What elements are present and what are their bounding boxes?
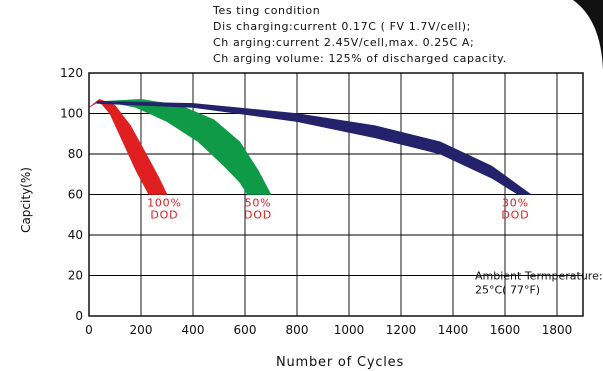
- testing-condition-line-3: Ch arging volume: 125% of discharged cap…: [213, 52, 507, 65]
- x-tick-label: 600: [234, 323, 257, 337]
- series-label-1: 50%: [245, 197, 272, 210]
- series-band-0: [88, 99, 168, 195]
- series-label-0: 100%: [147, 197, 182, 210]
- plot-frame: [88, 72, 584, 317]
- x-tick-label: 1800: [542, 323, 573, 337]
- y-tick-label: 60: [68, 188, 83, 202]
- y-tick-label: 100: [60, 107, 83, 121]
- series-label-2: 30%: [502, 197, 529, 210]
- x-tick-label: 1600: [490, 323, 521, 337]
- y-axis-title: Capcity(%): [19, 167, 33, 233]
- x-tick-label: 400: [182, 323, 205, 337]
- x-tick-label: 1400: [438, 323, 469, 337]
- series-label-1: DOD: [244, 209, 272, 222]
- testing-condition-heading: Tes ting condition: [213, 4, 321, 17]
- annotation-line: Ambient Termperature:: [475, 270, 603, 283]
- x-axis-title: Number of Cycles: [276, 355, 404, 370]
- x-tick-labels: 0 200 400 600 800 1000 1200 1400 1600 1800: [85, 323, 572, 337]
- y-tick-label: 20: [68, 269, 83, 283]
- y-tick-label: 40: [68, 228, 83, 242]
- series-label-2: DOD: [501, 209, 529, 222]
- x-tick-label: 1200: [386, 323, 417, 337]
- y-tick-labels: 0 20 40 60 80 100 120: [60, 66, 83, 323]
- x-tick-label: 800: [286, 323, 309, 337]
- ambient-temperature-note: Ambient Termperature:25°C( 77°F): [475, 270, 603, 297]
- y-tick-label: 120: [60, 66, 83, 80]
- corner-decoration: [573, 0, 603, 70]
- annotation-line: 25°C( 77°F): [475, 284, 540, 297]
- testing-condition-line-1: Dis charging:current 0.17C ( FV 1.7V/cel…: [213, 20, 471, 33]
- testing-condition-line-2: Ch arging:current 2.45V/cell,max. 0.25C …: [213, 36, 475, 49]
- x-tick-label: 200: [130, 323, 153, 337]
- series-group: [88, 99, 532, 195]
- x-tick-label: 1000: [334, 323, 365, 337]
- series-band-2: [96, 101, 532, 195]
- series-label-0: DOD: [150, 209, 178, 222]
- y-tick-label: 0: [75, 309, 83, 323]
- y-tick-label: 80: [68, 147, 83, 161]
- series-band-1: [104, 99, 272, 195]
- x-tick-label: 0: [85, 323, 93, 337]
